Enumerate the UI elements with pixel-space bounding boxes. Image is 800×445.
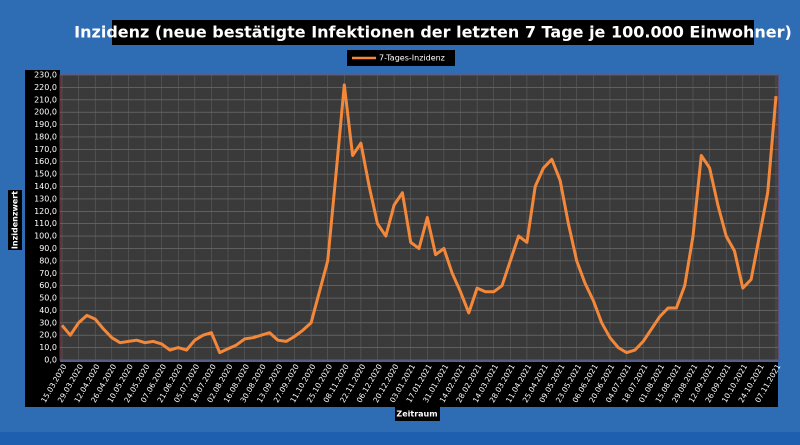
y-tick-label: 20,0 [39,331,57,340]
y-tick-label: 30,0 [39,318,57,327]
y-tick-label: 230,0 [34,71,57,80]
y-tick-label: 160,0 [34,157,57,166]
y-tick-label: 140,0 [34,182,57,191]
y-tick-label: 200,0 [34,108,57,117]
y-tick-label: 210,0 [34,95,57,104]
y-tick-label: 10,0 [39,343,57,352]
y-tick-label: 130,0 [34,194,57,203]
x-title-box [395,407,440,421]
y-axis-title: Inzidenzwert [11,191,20,249]
y-tick-label: 40,0 [39,306,57,315]
y-tick-label: 220,0 [34,83,57,92]
y-tick-label: 80,0 [39,256,57,265]
bottom-strip [0,432,800,445]
legend [347,50,455,66]
x-label-panel [25,362,778,407]
y-tick-label: 90,0 [39,244,57,253]
y-tick-label: 190,0 [34,120,57,129]
title-box [112,20,754,45]
y-tick-label: 170,0 [34,145,57,154]
y-tick-label: 150,0 [34,170,57,179]
series-line [60,83,778,355]
y-tick-label: 70,0 [39,269,57,278]
legend-label: 7-Tages-Inzidenz [379,54,445,63]
y-label-panel [25,70,60,365]
y-title-box [8,190,22,250]
y-tick-label: 100,0 [34,232,57,241]
plot-area [59,74,779,361]
y-tick-label: 120,0 [34,207,57,216]
y-tick-label: 60,0 [39,281,57,290]
y-tick-label: 50,0 [39,294,57,303]
y-tick-label: 110,0 [34,219,57,228]
chart-title: Inzidenz (neue bestätigte Infektionen de… [74,23,792,42]
y-tick-label: 180,0 [34,132,57,141]
y-tick-label: 0,0 [44,356,57,365]
x-axis-title: Zeitraum [396,410,437,419]
